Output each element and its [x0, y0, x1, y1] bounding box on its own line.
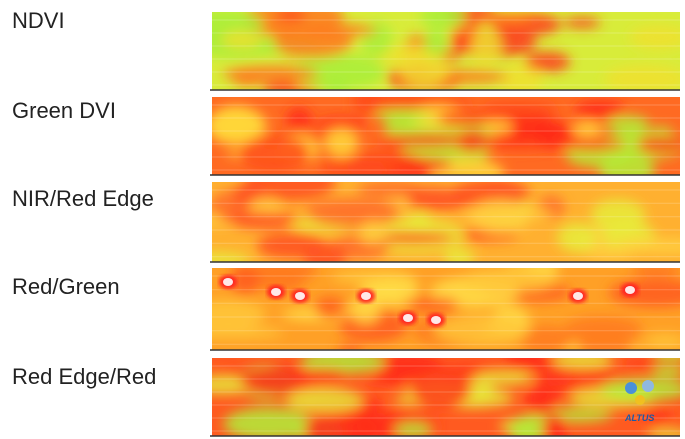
map-blob: [394, 422, 431, 437]
map-blob: [460, 268, 557, 293]
map-blob: [433, 315, 530, 345]
map-blob: [210, 106, 262, 143]
map-blob: [410, 372, 472, 408]
map-blob: [473, 370, 533, 385]
map-blob: [295, 369, 349, 386]
hot-spot-core: [361, 292, 371, 300]
map-blob: [481, 102, 559, 117]
map-blob: [604, 65, 685, 93]
map-blob: [560, 139, 627, 150]
map-blob: [437, 111, 489, 127]
logo-dot: [635, 395, 645, 405]
map-blob: [644, 334, 685, 349]
map-blob: [357, 181, 423, 198]
map-blob: [420, 4, 466, 28]
map-blob: [444, 248, 475, 268]
logo-dot: [625, 382, 637, 394]
map-blob: [572, 121, 603, 137]
map-blob: [181, 326, 284, 339]
index-map: [183, 0, 685, 97]
map-blob: [218, 212, 303, 224]
map-blob: [404, 297, 458, 311]
hot-spot-core: [573, 292, 583, 300]
logo-dot: [642, 380, 654, 392]
map-blob: [305, 198, 401, 227]
panel-label: Red Edge/Red: [12, 364, 156, 389]
hot-spot-core: [625, 286, 635, 294]
panel-label: NIR/Red Edge: [12, 186, 154, 211]
panel-label: NDVI: [12, 8, 65, 33]
map-blob: [463, 207, 554, 220]
index-map: [188, 344, 685, 439]
map-blob: [476, 12, 532, 25]
map-blob: [358, 221, 389, 244]
index-map: [177, 163, 685, 273]
map-blob: [455, 131, 489, 152]
index-map: [181, 252, 685, 358]
map-blob: [482, 120, 513, 134]
map-blob: [557, 222, 597, 252]
logo-text: ALTUS: [624, 413, 654, 423]
hot-spot-core: [271, 288, 281, 296]
panel-label: Green DVI: [12, 98, 116, 123]
map-blob: [276, 10, 307, 21]
map-blob: [563, 18, 600, 28]
map-blob: [324, 128, 359, 158]
map-blob: [526, 384, 558, 416]
map-blob: [273, 27, 352, 58]
hot-spot-core: [403, 314, 413, 322]
map-blob: [239, 135, 310, 172]
hot-spot-core: [295, 292, 305, 300]
map-blob: [325, 77, 350, 97]
map-blob: [286, 107, 312, 134]
panel-label: Red/Green: [12, 274, 120, 299]
map-blob: [393, 158, 452, 170]
hot-spot-core: [431, 316, 441, 324]
map-blob: [177, 252, 251, 269]
map-blob: [525, 52, 570, 72]
map-blob: [651, 367, 685, 377]
map-blob: [577, 334, 633, 358]
map-blob: [398, 52, 449, 88]
hot-spot-core: [223, 278, 233, 286]
index-maps: [177, 0, 685, 439]
figure: ALTUS NDVI Green DVI NIR/Red Edge Red/Green…: [0, 0, 685, 439]
